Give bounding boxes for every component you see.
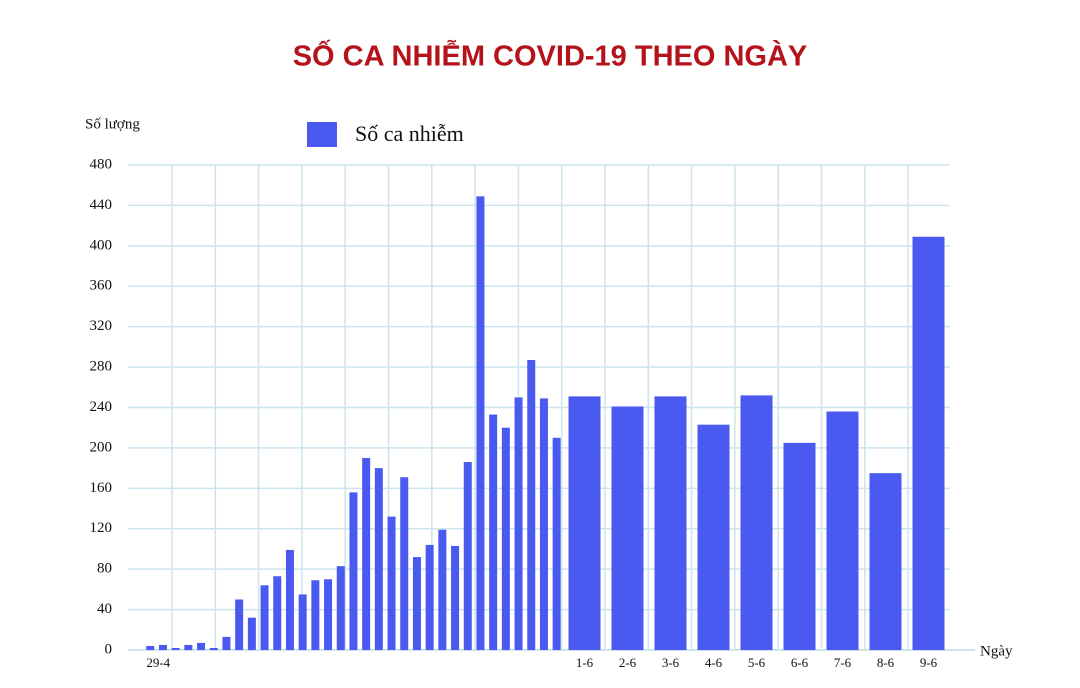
x-tick-label: 1-6 xyxy=(576,655,594,670)
bar xyxy=(552,437,561,650)
bar xyxy=(501,427,510,650)
bar xyxy=(336,566,345,650)
bar xyxy=(425,544,434,650)
y-tick-label: 160 xyxy=(90,480,113,496)
chart-title: SỐ CA NHIỄM COVID-19 THEO NGÀY xyxy=(293,39,808,73)
y-tick-label: 360 xyxy=(90,278,113,294)
y-tick-label: 0 xyxy=(105,641,113,657)
y-tick-label: 240 xyxy=(90,399,113,415)
bar xyxy=(783,442,816,650)
bar xyxy=(311,580,320,650)
x-tick-label: 6-6 xyxy=(791,655,809,670)
bar xyxy=(247,617,256,650)
y-tick-label: 440 xyxy=(90,197,113,213)
y-tick-label: 480 xyxy=(90,156,113,172)
bar xyxy=(285,549,294,650)
y-tick-label: 200 xyxy=(90,439,113,455)
bar xyxy=(362,458,371,650)
bar xyxy=(539,398,548,650)
x-axis-label: Ngày xyxy=(980,643,1013,659)
bar xyxy=(387,516,396,650)
bar xyxy=(568,396,601,650)
bar xyxy=(273,576,282,650)
y-tick-label: 280 xyxy=(90,359,113,375)
bar xyxy=(489,414,498,650)
bar xyxy=(412,557,421,650)
bar xyxy=(527,360,536,650)
x-tick-label: 5-6 xyxy=(748,655,766,670)
y-axis-label: Số lượng xyxy=(85,116,140,132)
bar xyxy=(476,196,485,650)
bar xyxy=(209,647,218,650)
x-tick-label: 3-6 xyxy=(662,655,680,670)
x-tick-label: 4-6 xyxy=(705,655,723,670)
bar xyxy=(349,492,358,650)
bar xyxy=(463,462,472,650)
x-tick-label: 29-4 xyxy=(146,655,170,670)
x-tick-label: 7-6 xyxy=(834,655,852,670)
bar xyxy=(235,599,244,650)
legend-swatch xyxy=(307,122,337,147)
bar xyxy=(869,473,902,650)
bar xyxy=(222,636,231,650)
x-tick-label: 8-6 xyxy=(877,655,895,670)
bar xyxy=(146,645,155,650)
x-tick-label: 2-6 xyxy=(619,655,637,670)
bar xyxy=(438,529,447,650)
y-tick-label: 120 xyxy=(90,520,113,536)
bar xyxy=(184,644,193,650)
bar xyxy=(158,644,167,650)
bar xyxy=(697,424,730,650)
bar xyxy=(324,579,333,650)
bar xyxy=(740,395,773,650)
bar xyxy=(611,406,644,650)
legend-label: Số ca nhiễm xyxy=(355,121,464,146)
bar xyxy=(260,585,269,650)
bar xyxy=(514,397,523,650)
bar xyxy=(171,647,180,650)
bar xyxy=(654,396,687,650)
bar xyxy=(912,236,945,651)
y-tick-label: 40 xyxy=(97,601,112,617)
y-tick-label: 320 xyxy=(90,318,113,334)
x-tick-label: 9-6 xyxy=(920,655,938,670)
bar xyxy=(298,594,307,650)
bar xyxy=(451,545,460,650)
bar xyxy=(826,411,859,650)
bar xyxy=(374,468,383,650)
y-tick-label: 80 xyxy=(97,561,112,577)
y-tick-label: 400 xyxy=(90,237,113,253)
bar xyxy=(197,642,206,650)
bar xyxy=(400,477,409,650)
